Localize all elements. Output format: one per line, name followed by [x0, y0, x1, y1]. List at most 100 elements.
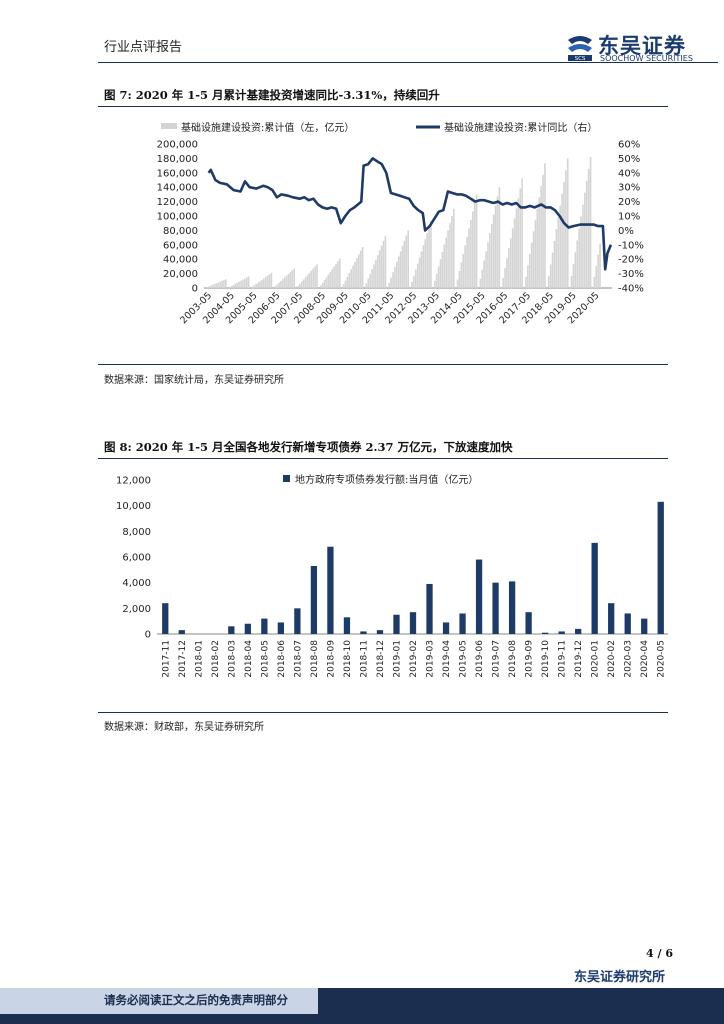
x8-axis-tick-label: 2018-01: [194, 640, 204, 678]
yoy-line: [207, 157, 613, 271]
cumulative-bar: [329, 271, 332, 288]
right-axis-tick-label: -10%: [618, 240, 644, 251]
cumulative-bar: [320, 285, 322, 288]
legend-bar-label: 基础设施建设投资:累计值（左，亿元）: [181, 121, 354, 134]
cumulative-bar: [572, 264, 575, 288]
cumulative-bar: [223, 280, 225, 288]
cumulative-bar: [304, 277, 307, 288]
cumulative-bar: [268, 274, 271, 288]
left-axis-tick-label: 60,000: [163, 240, 198, 251]
cumulative-bar: [549, 264, 552, 288]
cumulative-bar: [285, 275, 288, 288]
cumulative-bar: [405, 235, 408, 288]
cumulative-bar: [253, 285, 256, 288]
cumulative-bar: [475, 194, 478, 288]
cumulative-bar: [358, 254, 360, 288]
monthly-issuance-bar: [525, 612, 532, 634]
cumulative-bar: [426, 233, 428, 288]
cumulative-bar: [424, 239, 427, 288]
x8-axis-tick-label: 2018-09: [326, 640, 336, 678]
cumulative-bar: [264, 277, 267, 288]
cumulative-bar: [528, 254, 531, 288]
x8-axis-tick-label: 2018-04: [244, 640, 254, 678]
cumulative-bar: [209, 285, 212, 288]
cumulative-bar: [422, 245, 425, 288]
cumulative-bar: [335, 263, 337, 288]
legend8-swatch: [283, 475, 290, 482]
left-axis-tick-label: 0: [192, 284, 198, 295]
cumulative-bar: [314, 266, 316, 288]
page-number: 4 / 6: [646, 947, 673, 960]
monthly-issuance-bar: [277, 622, 285, 634]
cumulative-bar: [375, 259, 377, 288]
cumulative-bar: [597, 254, 599, 288]
monthly-issuance-bar: [343, 617, 351, 634]
cumulative-bar: [278, 282, 280, 288]
cumulative-bar: [521, 178, 523, 288]
cumulative-bar: [312, 268, 315, 288]
monthly-issuance-bar: [327, 546, 334, 634]
cumulative-bar: [447, 230, 449, 288]
right-axis-tick-label: -40%: [618, 284, 644, 295]
cumulative-bar: [350, 269, 353, 288]
cumulative-bar: [551, 252, 554, 288]
legend8-label: 地方政府专项债券发行额:当月值（亿元）: [295, 473, 478, 486]
x8-axis-tick-label: 2018-12: [376, 640, 386, 678]
monthly-issuance-bar: [310, 565, 318, 634]
x8-axis-tick-label: 2019-02: [409, 640, 419, 678]
cumulative-bar: [411, 281, 413, 288]
cumulative-bar: [582, 204, 584, 288]
left-axis-tick-label: 140,000: [157, 183, 198, 194]
right-axis-tick-label: 50%: [618, 154, 640, 165]
cumulative-bar: [420, 251, 423, 288]
x8-axis-tick-label: 2018-11: [359, 640, 369, 678]
cumulative-bar: [490, 223, 493, 288]
x8-axis-tick-label: 2018-07: [293, 640, 303, 678]
cumulative-bar: [517, 198, 520, 288]
cumulative-bar: [506, 258, 508, 288]
logo-brand-cn: 东吴证券: [598, 34, 686, 58]
cumulative-bar: [580, 216, 582, 288]
x8-axis-tick-label: 2020-04: [640, 640, 650, 678]
y8-axis-tick-label: 6,000: [122, 553, 151, 564]
cumulative-bar: [468, 228, 470, 288]
cumulative-bar: [542, 174, 544, 288]
cumulative-bar: [219, 281, 221, 288]
cumulative-bar: [587, 168, 590, 288]
cumulative-bar: [376, 255, 379, 288]
cumulative-bar: [527, 265, 529, 288]
monthly-issuance-bar: [558, 631, 565, 634]
cumulative-bar: [483, 260, 485, 288]
x8-axis-tick-label: 2018-10: [343, 640, 353, 678]
figure7-chart: 基础设施建设投资:累计值（左，亿元） 基础设施建设投资:累计同比（右） 0 20,…: [157, 121, 644, 326]
cumulative-bar: [508, 248, 510, 288]
right-axis-tick-label: 0%: [618, 226, 634, 237]
right-axis-tick-label: 30%: [618, 183, 640, 194]
cumulative-bar: [530, 242, 533, 288]
figure8-chart: 地方政府专项债券发行额:当月值（亿元） 0 2,000 4,000 6,000 8,00…: [116, 473, 668, 678]
cumulative-bar: [584, 192, 586, 288]
cumulative-bar: [433, 280, 436, 288]
y8-axis-tick-label: 12,000: [116, 476, 151, 487]
cumulative-bar: [532, 231, 535, 288]
monthly-issuance-bar: [244, 623, 251, 634]
logo-brand-en: SOOCHOW SECURITIES: [600, 54, 693, 63]
x8-axis-tick-label: 2018-03: [227, 640, 237, 678]
left-axis-tick-label: 100,000: [157, 212, 198, 223]
cumulative-bar: [589, 156, 592, 288]
figure8-title: 图 8: 2020 年 1-5 月全国各地发行新增专项债券 2.37 万亿元，下…: [104, 440, 513, 454]
monthly-issuance-bar: [178, 630, 185, 634]
cumulative-bar: [333, 266, 335, 288]
y8-axis-tick-label: 4,000: [122, 578, 151, 589]
right-axis-tick-label: 60%: [618, 140, 640, 151]
x8-axis-tick-label: 2019-07: [492, 640, 502, 678]
cumulative-bar: [443, 244, 446, 288]
cumulative-bar: [354, 261, 356, 288]
cumulative-bar: [217, 282, 220, 288]
cumulative-bar: [207, 286, 210, 288]
cumulative-bar: [257, 282, 259, 288]
cumulative-bar: [445, 237, 447, 288]
x8-axis-tick-label: 2019-06: [475, 640, 485, 678]
monthly-issuance-bar: [575, 628, 582, 634]
cumulative-bar: [274, 286, 277, 288]
